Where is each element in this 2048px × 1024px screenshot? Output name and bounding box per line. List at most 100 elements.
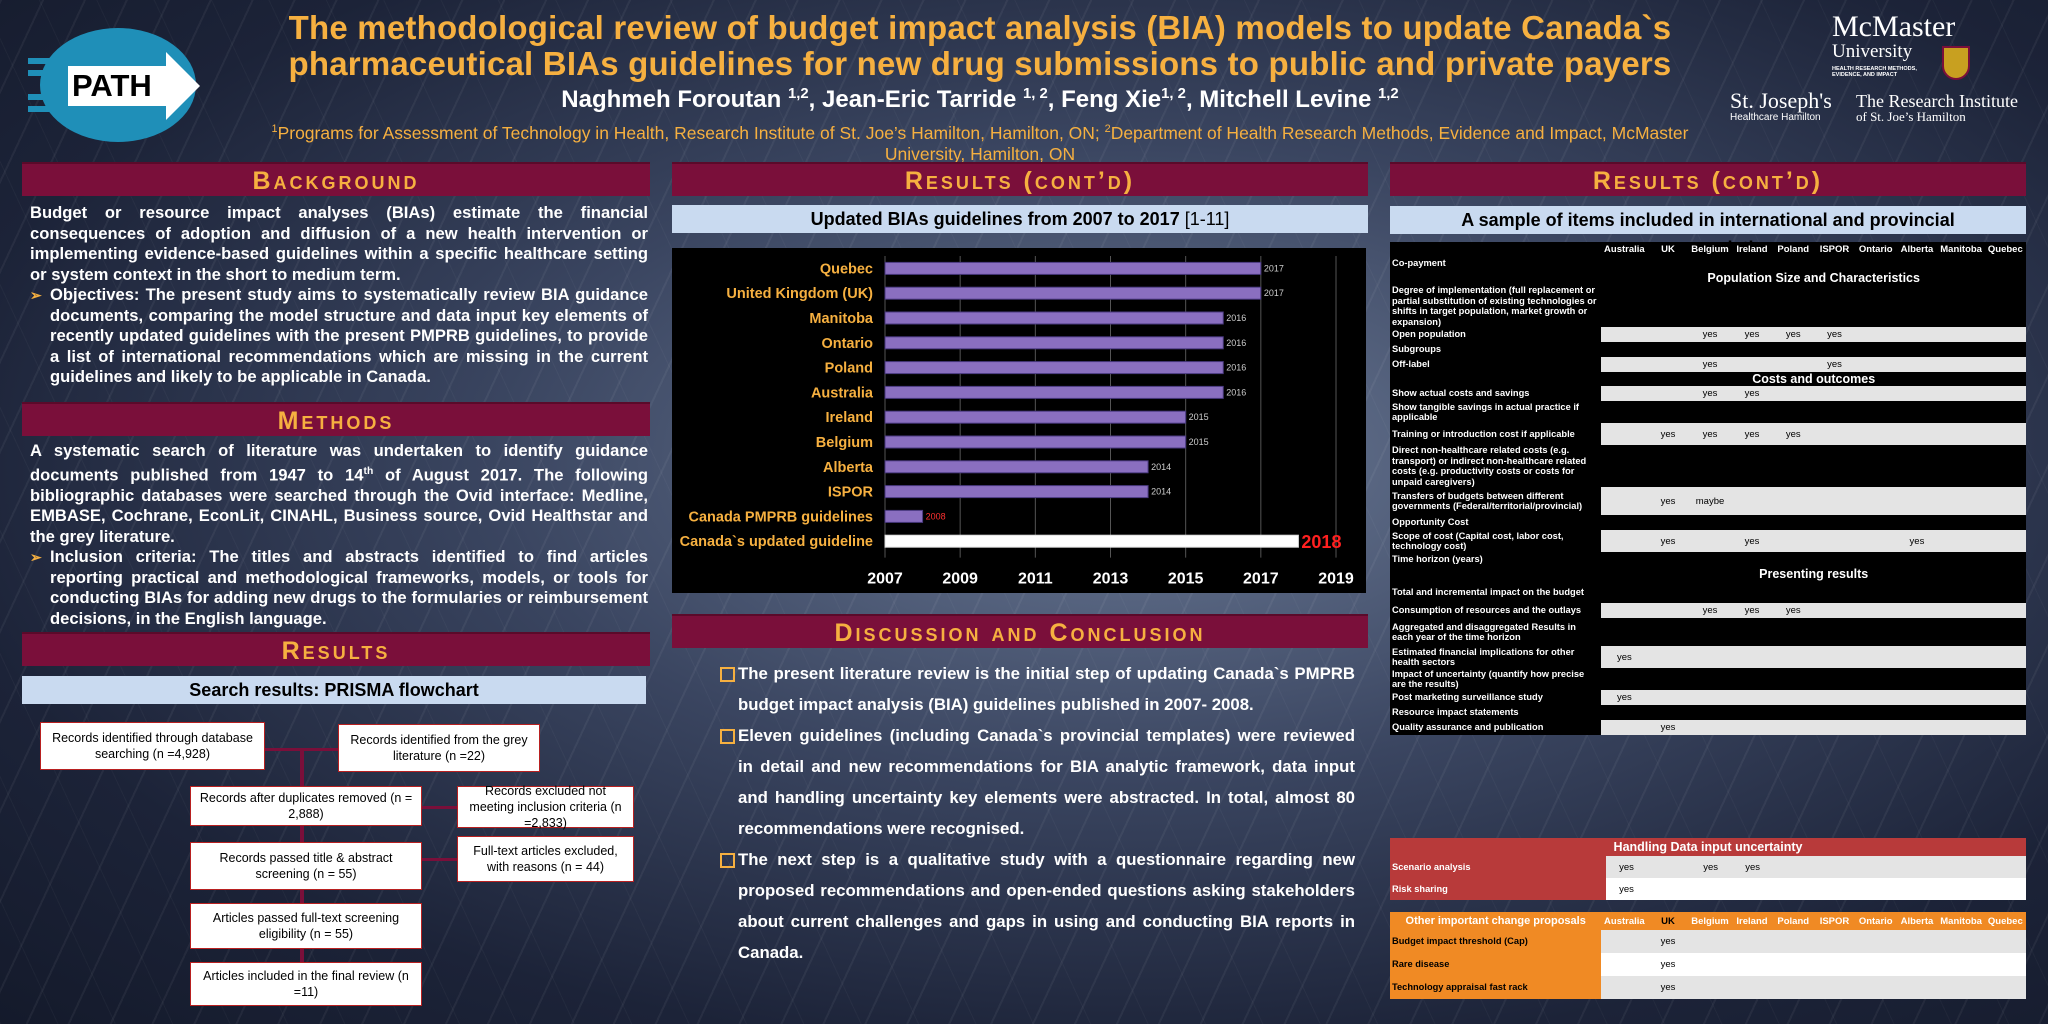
table-cell [1773, 878, 1816, 900]
poster-title: The methodological review of budget impa… [288, 9, 1672, 82]
table-cell: yes [1744, 626, 1760, 638]
table-cell [1937, 423, 1985, 445]
table-cell: yes [1616, 673, 1632, 685]
table-cell [1896, 705, 1937, 720]
table-cell [1896, 690, 1938, 705]
table-cell [1731, 646, 1773, 668]
chart-x-tick: 2017 [1243, 571, 1279, 588]
table-cell [1937, 386, 1985, 401]
chart-bar [884, 509, 924, 523]
table-cell [1984, 530, 2026, 552]
chart-svg: 2007 2009 2011 2013 2015 2017 2019 Quebec 2017 Un… [680, 256, 1354, 588]
row-label: Co-payment [1390, 256, 1602, 271]
methods-paragraph: A systematic search of literature was un… [30, 441, 648, 547]
chart-subheading: Updated BIAs guidelines from 2007 to 201… [672, 205, 1368, 233]
chart-bar [884, 410, 1187, 424]
table-cell: 1- 5 [1826, 554, 1843, 565]
table-cell [1647, 386, 1689, 401]
table-cell [1772, 357, 1814, 372]
table-cell [1772, 386, 1814, 401]
country-header: Belgium [1688, 242, 1732, 256]
guidelines-bar-chart: 2007 2009 2011 2013 2015 2017 2019 Quebec 2017 Un… [672, 248, 1366, 593]
chart-category-label: United Kingdom (UK) [726, 286, 873, 302]
chart-category-label: Manitoba [809, 311, 874, 327]
country-header: UK [1647, 912, 1689, 930]
recommendations-table: Australia UK Belgium Ireland Poland ISPOR Onta… [1390, 242, 2026, 735]
chart-data-label: 2016 [1226, 363, 1246, 373]
table-cell: yes [1660, 707, 1676, 718]
table-cell [1855, 976, 1897, 999]
table-row: Quality assurance and publication yes [1390, 720, 2026, 735]
row-label: Quality assurance and publication [1390, 720, 1602, 735]
table-cell [1857, 878, 1900, 900]
table-cell: yes [1647, 930, 1689, 953]
table-cell [1985, 618, 2026, 646]
discussion-item: The present literature review is the ini… [720, 658, 1355, 720]
methods-sup: th [363, 465, 374, 477]
table-row: Subgroups yes yes yes yes [1390, 342, 2026, 357]
chart-data-label: 2016 [1226, 338, 1246, 348]
table-cell: yes [1827, 300, 1842, 312]
table-cell [1984, 690, 2026, 705]
table-cell: yes [1601, 690, 1648, 705]
table-cell: yes [1647, 720, 1689, 735]
country-header: Australia [1601, 912, 1648, 930]
table-cell [1855, 705, 1896, 720]
table-cell [1647, 256, 1688, 271]
table-cell [1855, 515, 1896, 530]
table-cell [1855, 530, 1897, 552]
discussion-heading: Discussion and Conclusion [672, 614, 1368, 648]
table-cell [1896, 930, 1938, 953]
table-cell: yes [1827, 406, 1842, 418]
recommendations-subheading: A sample of items included in internatio… [1390, 206, 2026, 258]
table-cell: 5 [1958, 554, 1964, 565]
table-cell [1855, 930, 1897, 953]
row-label: Budget impact threshold (Cap) [1390, 930, 1602, 953]
table-cell [1601, 386, 1648, 401]
table-cell: 4 [1914, 554, 1920, 565]
table-cell [1813, 603, 1856, 618]
chart-x-tick: 2019 [1318, 571, 1354, 588]
country-header: Manitoba [1937, 912, 1985, 930]
affiliation-2: Department of Health Research Methods, E… [884, 122, 1689, 164]
table-cell [1855, 357, 1897, 372]
table-cell: yes [1601, 646, 1648, 668]
table-cell [1731, 487, 1773, 515]
stjoes-wordmark: St. Joseph's [1730, 88, 1832, 113]
table-cell: yes [1660, 460, 1676, 472]
table-cell [1689, 401, 1732, 423]
table-cell: yes [1731, 603, 1773, 618]
country-header: Australia [1601, 242, 1648, 256]
table-cell: yes [1731, 856, 1774, 878]
table-cell [1773, 705, 1814, 720]
background-heading: Background [22, 162, 650, 196]
table-cell [1813, 423, 1856, 445]
table-cell [1896, 976, 1938, 999]
table-cell [1985, 256, 2026, 271]
table-row: Transfers of budgets between different g… [1390, 487, 2026, 515]
row-label: Off-label [1390, 357, 1602, 372]
author-name: , Feng Xie [1047, 86, 1162, 113]
table-cell [1938, 342, 1985, 357]
table-cell [1773, 342, 1814, 357]
table-cell [1772, 976, 1814, 999]
table-cell [1688, 720, 1732, 735]
table-cell [1855, 603, 1897, 618]
table-cell [1813, 386, 1856, 401]
table-cell [1938, 401, 1985, 423]
table-cell: yes [1688, 386, 1732, 401]
table-cell [1688, 930, 1732, 953]
objectives-bullet: Objectives: The present study aims to sy… [30, 285, 648, 388]
table-cell [1815, 856, 1858, 878]
table-cell: yes [1827, 626, 1842, 638]
table-cell: maybe [1820, 460, 1849, 472]
other-proposals-grid: Other important change proposals Australi… [1390, 912, 2026, 999]
table-cell: yes [1813, 327, 1856, 342]
row-label: Technology appraisal fast rack [1390, 976, 1602, 999]
table-cell: yes [1744, 517, 1760, 528]
table-row: Show actual costs and savings yes yes [1390, 386, 2026, 401]
table-cell [1896, 953, 1938, 976]
chart-category-label: Canada PMPRB guidelines [688, 509, 873, 525]
chart-data-label: 2014 [1151, 462, 1171, 472]
table-cell [1855, 342, 1896, 357]
